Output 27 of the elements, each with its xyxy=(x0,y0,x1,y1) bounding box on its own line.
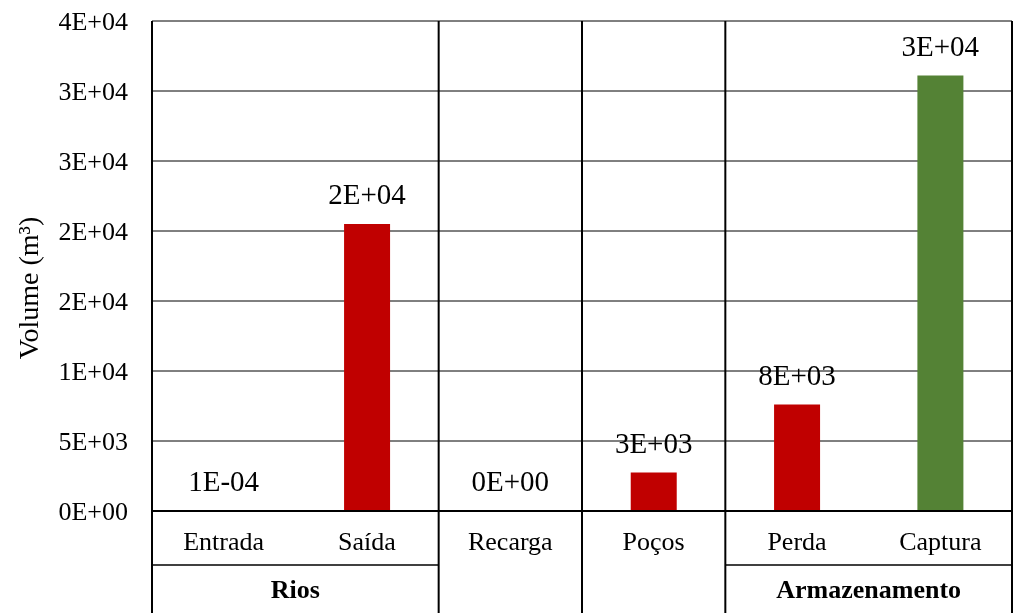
y-axis-title: Volume (m³) xyxy=(12,216,44,360)
bar xyxy=(630,472,677,511)
x-tick-label: Perda xyxy=(767,527,828,556)
y-tick-label: 5E+03 xyxy=(58,427,128,457)
data-label: 8E+03 xyxy=(758,358,836,391)
bar xyxy=(344,224,391,511)
y-tick-label: 2E+04 xyxy=(58,217,128,247)
text: Rios xyxy=(270,574,320,604)
bar xyxy=(774,404,821,511)
x-tick-label: Saída xyxy=(338,527,397,556)
y-tick-label: 3E+04 xyxy=(58,147,128,177)
y-tick-label: 4E+04 xyxy=(58,7,128,37)
y-tick-label: 0E+00 xyxy=(58,497,128,527)
text: Armazenamento xyxy=(776,574,962,604)
data-label: 2E+04 xyxy=(328,178,407,210)
y-tick-label: 3E+04 xyxy=(58,77,128,107)
bar xyxy=(917,75,964,511)
y-tick-label: 1E+04 xyxy=(58,357,128,387)
data-label: 0E+00 xyxy=(471,465,550,497)
y-tick-label: 2E+04 xyxy=(58,287,128,317)
data-label: 3E+04 xyxy=(901,29,980,62)
x-tick-label: Captura xyxy=(899,527,982,556)
x-tick-label: Recarga xyxy=(467,527,554,556)
x-tick-label: Entrada xyxy=(183,527,265,556)
x-tick-label: Poços xyxy=(622,527,685,556)
data-label: 1E-04 xyxy=(188,465,260,497)
data-label: 3E+03 xyxy=(614,426,693,459)
